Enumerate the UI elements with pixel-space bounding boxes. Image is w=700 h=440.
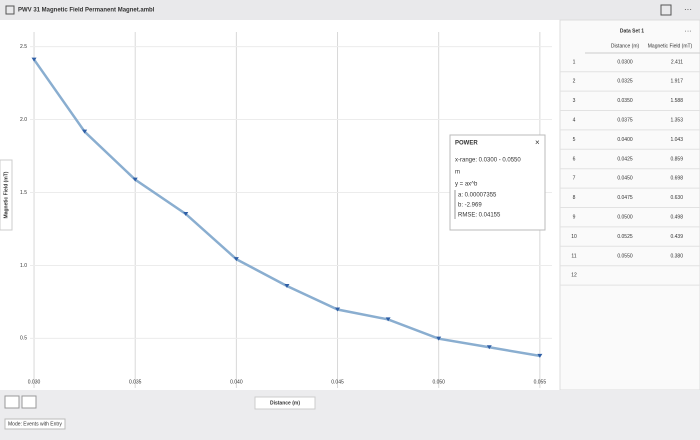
y-tick-label: 2.5 [20,44,27,50]
y-tick-label: 2.0 [20,117,27,123]
row-number: 1 [573,59,576,65]
tool-button[interactable] [4,395,20,409]
y-axis-label: Magnetic Field (mT) [3,171,9,218]
data-point [537,353,543,358]
table-cell: 0.0325 [617,79,633,85]
fit-param: b: -2.969 [458,203,482,209]
fit-param: a: 0.00007355 [458,193,497,199]
table-cell: 0.0300 [617,59,633,65]
row-number: 7 [573,176,576,182]
row-number: 6 [573,156,576,162]
column-header: Magnetic Field (mT) [648,43,693,49]
y-tick-label: 1.5 [20,190,27,196]
table-cell: 1.917 [670,79,683,85]
table-cell: 0.0375 [617,118,633,124]
data-point [82,129,88,134]
table-cell: 0.0475 [617,195,633,201]
title-bar [0,0,700,20]
table-cell: 0.0550 [617,253,633,259]
table-panel [559,19,700,391]
table-cell: 0.498 [670,215,683,221]
row-number: 10 [571,234,577,240]
table-cell: 0.0400 [617,137,633,143]
row-number: 8 [573,195,576,201]
x-axis-label: Distance (m) [270,400,300,406]
annotation-line: x-range: 0.0300 - 0.0550 [455,158,521,164]
row-number: 3 [573,98,576,104]
table-cell: 0.0500 [617,215,633,221]
data-point [183,211,189,216]
table-menu[interactable]: ··· [685,28,692,35]
table-cell: 0.380 [670,253,683,259]
table-cell: 0.0450 [617,176,633,182]
menu-button[interactable]: ··· [684,5,692,14]
table-cell: 0.439 [670,234,683,240]
data-point [486,345,492,350]
annotation-line: y = ax^b [455,182,478,188]
row-number: 4 [573,118,576,124]
table-cell: 0.0525 [617,234,633,240]
x-tick-label: 0.040 [230,379,243,385]
data-point [335,307,341,312]
window-title: PWV 31 Magnetic Field Permanent Magnet.a… [18,8,155,14]
table-cell: 0.0425 [617,156,633,162]
x-axis-label-box [254,396,316,410]
x-tick-label: 0.045 [331,379,344,385]
mode-label: Mode: Events with Entry [8,421,62,427]
close-button[interactable]: × [535,138,540,147]
annotation-box [449,134,546,231]
row-number: 12 [571,273,577,279]
data-point [233,257,239,262]
annotation-line: m [455,170,460,176]
layout-button[interactable] [660,4,672,16]
data-point [385,317,391,322]
row-number: 5 [573,137,576,143]
file-icon [5,5,15,15]
y-axis-label-box [0,159,13,231]
table-cell: 0.698 [670,176,683,182]
data-point [132,177,138,182]
mode-box[interactable] [4,418,66,430]
table-cell: 1.043 [670,137,683,143]
y-tick-label: 1.0 [20,263,27,269]
data-point [31,57,37,62]
x-tick-label: 0.055 [534,379,547,385]
x-tick-label: 0.035 [129,379,142,385]
bottom-bar [0,390,700,440]
table-cell: 1.353 [670,118,683,124]
data-point [284,284,290,289]
table-cell: 0.0350 [617,98,633,104]
row-number: 2 [573,79,576,85]
table-cell: 0.859 [670,156,683,162]
table-title: Data Set 1 [620,28,644,34]
row-number: 9 [573,215,576,221]
data-point [436,336,442,341]
table-cell: 1.588 [670,98,683,104]
annotation-title: POWER [455,141,478,147]
x-tick-label: 0.030 [28,379,41,385]
column-header: Distance (m) [611,43,640,49]
table-cell: 0.630 [670,195,683,201]
table-cell: 2.411 [671,59,683,65]
zoom-button[interactable] [21,395,37,409]
y-tick-label: 0.5 [20,336,27,342]
fit-param: RMSE: 0.04155 [458,213,501,219]
row-number: 11 [571,253,576,259]
x-tick-label: 0.050 [432,379,445,385]
